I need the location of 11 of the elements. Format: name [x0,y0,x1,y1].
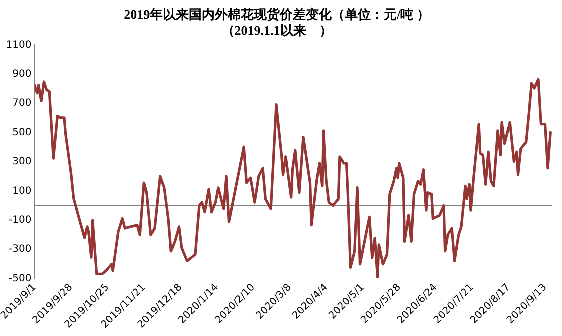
y-tick-label: 100 [12,186,32,197]
y-tick-label: 700 [12,98,32,110]
chart-title: 2019年以来国内外棉花现货价差变化（单位：元/吨 ） [124,7,430,22]
y-tick-label: -500 [9,273,32,284]
y-tick-label: 1100 [6,40,32,51]
chart-subtitle: （2019.1.1以来 ） [222,22,332,38]
y-tick-label: 500 [12,127,32,138]
y-tick-label: -100 [9,214,32,226]
y-tick-label: 300 [12,156,32,168]
y-tick-label: 900 [12,68,32,80]
y-tick-label: -300 [9,244,32,256]
